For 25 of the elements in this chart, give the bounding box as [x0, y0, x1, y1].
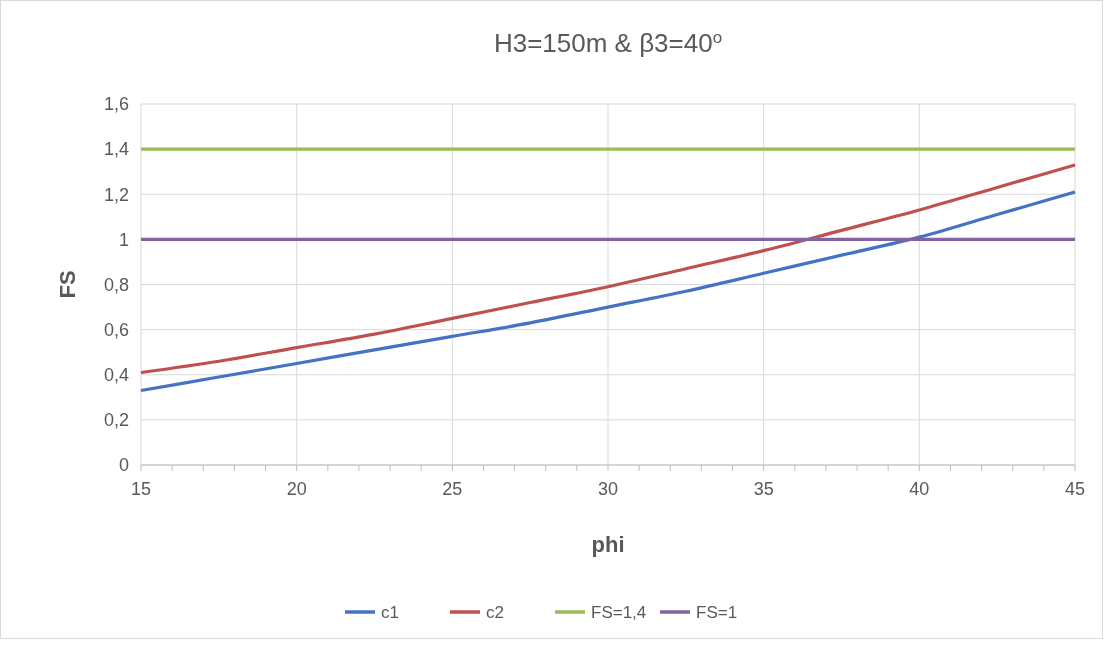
- line-series: [139, 190, 1077, 393]
- x-tick-label: 20: [286, 479, 307, 499]
- x-tick-label: 35: [753, 479, 774, 499]
- legend-label: c1: [381, 602, 399, 622]
- legend-label: FS=1,4: [591, 602, 647, 622]
- y-tick-label: 0,4: [103, 365, 129, 386]
- y-tick-label: 1,6: [103, 94, 129, 115]
- y-tick-label: 0: [118, 455, 129, 476]
- x-tick-label: 45: [1064, 479, 1086, 499]
- x-tick-label: 40: [909, 479, 930, 499]
- y-tick-label: 1,4: [103, 139, 129, 160]
- x-tick-label: 25: [442, 479, 463, 499]
- y-tick-label: 0,8: [103, 274, 129, 295]
- x-tick-label: 30: [597, 479, 619, 499]
- line-series: [139, 163, 1077, 375]
- chart-title: H3=150m & β3=40$^{o}$: [493, 27, 723, 58]
- y-tick-label: 1: [118, 229, 129, 250]
- y-tick-label: 0,2: [103, 410, 129, 431]
- y-axis-title: FS: [55, 270, 80, 299]
- legend-label: c2: [486, 602, 504, 622]
- legend-label: FS=1: [696, 602, 738, 622]
- x-axis-title: phi: [591, 532, 625, 557]
- y-tick-label: 0,6: [103, 319, 129, 340]
- x-tick-label: 15: [130, 479, 152, 499]
- y-tick-label: 1,2: [103, 184, 129, 205]
